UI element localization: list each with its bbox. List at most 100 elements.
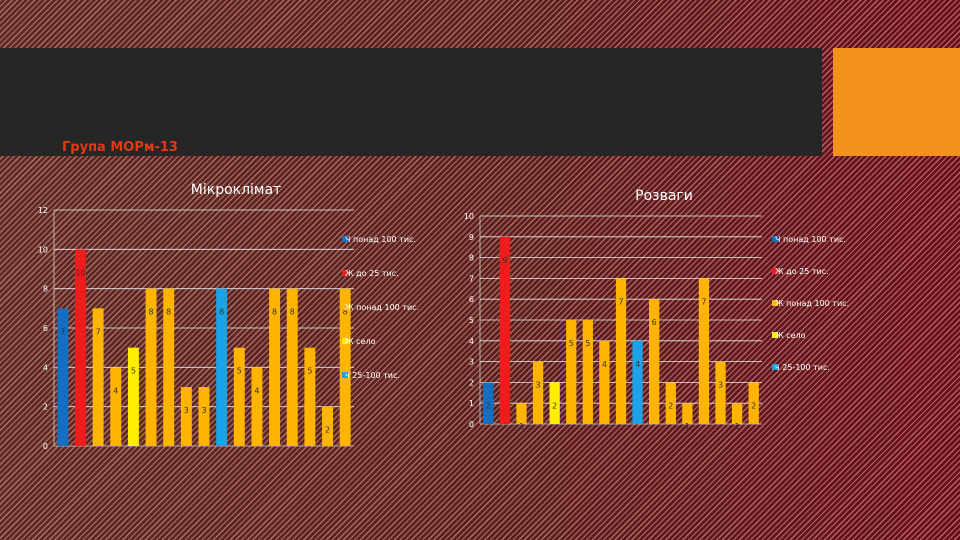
accent-box <box>833 48 960 156</box>
y-tick-label: 0 <box>43 442 48 451</box>
legend-label: Ж понад 100 тис. <box>775 299 849 308</box>
bar <box>483 382 494 424</box>
data-label: 4 <box>602 360 607 369</box>
y-tick-label: 2 <box>469 378 474 387</box>
legend-swatch <box>772 236 778 242</box>
bar <box>649 299 660 424</box>
y-tick-label: 1 <box>469 399 474 408</box>
y-tick-label: 2 <box>43 403 48 412</box>
bar <box>286 288 298 446</box>
bar <box>549 382 560 424</box>
bar <box>198 387 210 446</box>
data-label: 7 <box>96 327 101 336</box>
legend-swatch <box>772 300 778 306</box>
data-label: 4 <box>254 386 259 395</box>
bar <box>615 278 627 424</box>
y-tick-label: 7 <box>469 274 474 283</box>
bar <box>251 367 263 446</box>
y-tick-label: 5 <box>469 316 474 325</box>
chart-title: Мікроклімат <box>191 182 281 198</box>
data-label: 3 <box>536 381 541 390</box>
legend-label: Ж до 25 тис. <box>775 267 829 276</box>
legend-swatch <box>342 304 348 310</box>
y-tick-label: 10 <box>464 212 474 221</box>
data-label: 1 <box>735 422 740 431</box>
data-label: 2 <box>325 426 330 435</box>
data-label: 8 <box>219 308 224 317</box>
title-bar <box>0 48 822 156</box>
legend-label: ч 25-100 тис. <box>345 371 400 380</box>
y-tick-label: 6 <box>469 295 474 304</box>
data-label: 8 <box>343 308 348 317</box>
data-label: 2 <box>486 401 491 410</box>
data-label: 8 <box>149 308 154 317</box>
bar <box>233 347 245 446</box>
slide-subtitle: Група МОРм-13 <box>62 140 178 155</box>
bar <box>715 361 726 424</box>
data-label: 4 <box>113 386 118 395</box>
bar <box>304 347 316 446</box>
data-label: 2 <box>552 401 557 410</box>
data-label: 3 <box>201 406 206 415</box>
data-label: 5 <box>131 367 136 376</box>
y-tick-label: 10 <box>38 245 48 254</box>
legend-label: Ж село <box>345 337 376 346</box>
y-tick-label: 4 <box>43 363 48 372</box>
data-label: 8 <box>166 308 171 317</box>
data-label: 2 <box>751 401 756 410</box>
data-label: 5 <box>307 367 312 376</box>
bar <box>516 403 527 424</box>
legend-swatch <box>342 270 348 276</box>
bar <box>163 288 175 446</box>
y-tick-label: 6 <box>43 324 48 333</box>
data-label: 3 <box>718 381 723 390</box>
bar <box>216 288 228 446</box>
bar <box>748 382 759 424</box>
data-label: 8 <box>290 308 295 317</box>
chart-microclimate: Мікроклімат 0 2 4 6 8 10 12 7 10 7 4 5 8 8 3 3 8 5 4 8 8 5 2 8 Ч … <box>38 182 419 451</box>
legend-swatch <box>342 338 348 344</box>
bar <box>682 403 693 424</box>
data-label: 9 <box>502 256 507 265</box>
bar <box>731 403 743 424</box>
y-tick-label: 12 <box>38 206 48 215</box>
data-label: 1 <box>685 422 690 431</box>
data-label: 1 <box>519 422 524 431</box>
legend-label: Ж до 25 тис. <box>345 269 399 278</box>
bar <box>532 361 544 424</box>
legend-swatch <box>772 364 778 370</box>
bar <box>180 387 192 446</box>
data-label: 3 <box>184 406 189 415</box>
bar <box>322 406 333 446</box>
data-label: 4 <box>635 360 640 369</box>
data-label: 10 <box>75 268 85 277</box>
chart-entertainment: Розваги 0 1 2 3 4 5 6 7 8 9 10 2 9 1 3 2 5 5 4 7 4 6 2 1 7 3 1 2 Ч по… <box>464 188 849 431</box>
bar <box>582 320 593 424</box>
y-tick-label: 0 <box>469 420 474 429</box>
bar <box>499 236 511 424</box>
y-tick-label: 8 <box>469 254 474 263</box>
bar <box>110 367 122 446</box>
bar <box>145 288 157 446</box>
data-label: 5 <box>569 339 574 348</box>
bar <box>92 308 104 446</box>
legend-swatch <box>772 332 778 338</box>
legend-swatch <box>772 268 778 274</box>
bar <box>632 340 643 424</box>
bar <box>665 382 676 424</box>
bar <box>339 288 351 446</box>
legend-label: Ч понад 100 тис. <box>345 235 416 244</box>
legend-label: Ж село <box>775 331 806 340</box>
bar <box>566 320 577 424</box>
bar <box>599 340 610 424</box>
data-label: 6 <box>652 318 657 327</box>
data-label: 7 <box>701 297 706 306</box>
bar <box>75 249 86 446</box>
y-tick-label: 4 <box>469 337 474 346</box>
legend-label: Ж понад 100 тис. <box>345 303 419 312</box>
bar <box>269 288 281 446</box>
y-tick-label: 9 <box>469 233 474 242</box>
data-label: 7 <box>618 297 623 306</box>
chart-title: Розваги <box>635 188 693 204</box>
bar <box>57 308 69 446</box>
